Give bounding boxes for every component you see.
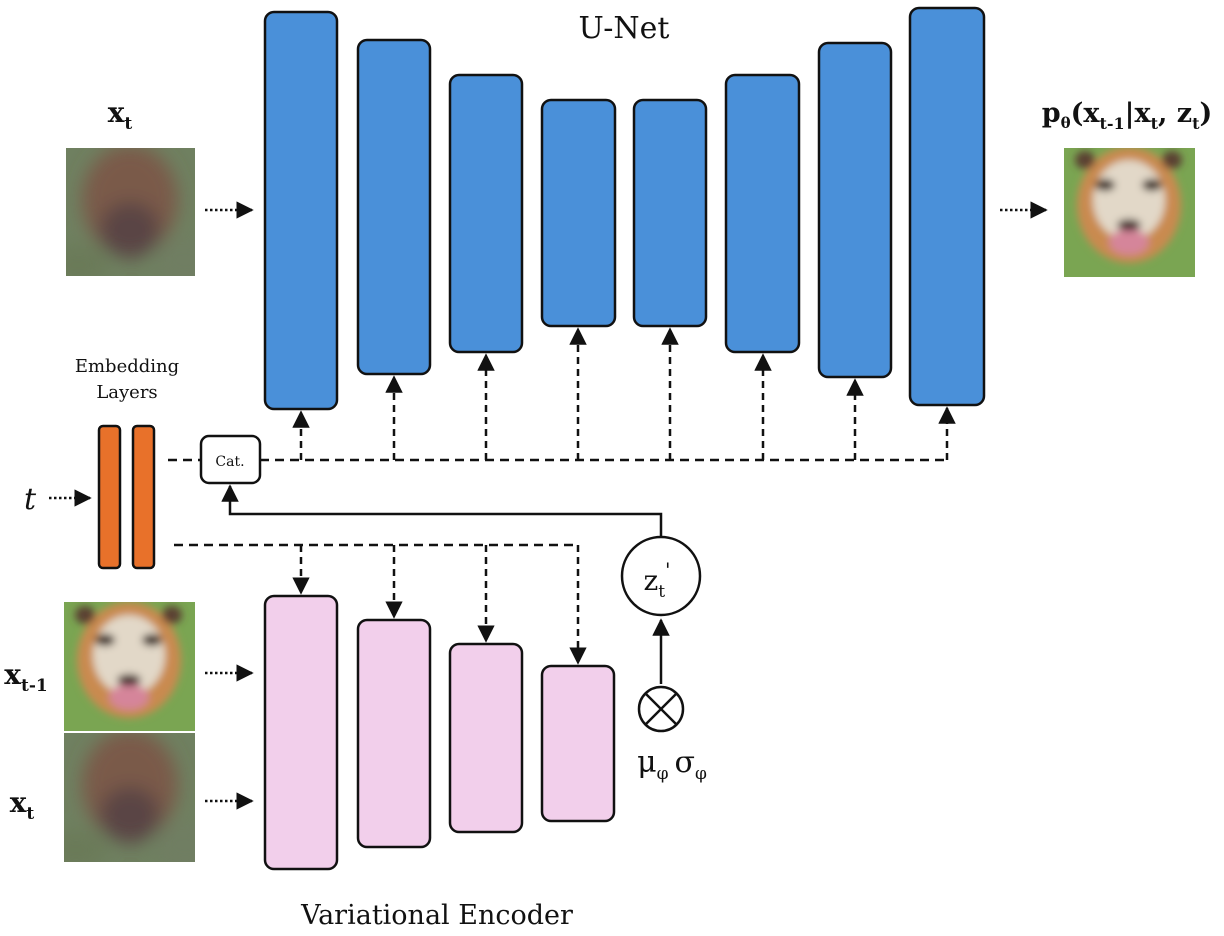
unet-block-6 — [724, 73, 801, 354]
mu-sigma-label: μφ σφ — [637, 745, 707, 784]
latent-z-label: zt' — [643, 558, 670, 602]
concat-label: Cat. — [215, 454, 244, 470]
unet-block-1 — [263, 10, 339, 411]
circled-times-icon — [637, 685, 685, 733]
timestep-t-label: t — [24, 482, 37, 517]
unet-block-3 — [448, 73, 524, 354]
input-xt-label: xt — [108, 96, 133, 134]
embedding-title-line2: Layers — [96, 382, 157, 403]
unet-block-4 — [540, 98, 617, 328]
encoder-title: Variational Encoder — [300, 900, 573, 931]
latent-to-cat-line — [221, 484, 663, 536]
latent-z-node — [620, 535, 702, 617]
input-xt-bottom-label: xt — [10, 786, 35, 824]
output-label: pθ(xt-1|xt, zt) — [1042, 98, 1213, 133]
unet-block-7 — [817, 41, 893, 379]
encoder-block-3 — [448, 642, 524, 834]
input-xt1-label: xt-1 — [4, 658, 47, 696]
blurred-tiger-image-encoder-input — [64, 733, 195, 862]
embedding-layer-2 — [131, 424, 156, 570]
tiger-image — [1064, 148, 1195, 277]
unet-block-2 — [356, 38, 432, 376]
tiger-image-encoder-input — [64, 602, 195, 731]
encoder-block-2 — [356, 618, 432, 849]
unet-block-5 — [632, 98, 708, 328]
embedding-layer-1 — [97, 424, 122, 570]
unet-title: U-Net — [579, 11, 670, 46]
encoder-block-4 — [540, 664, 616, 823]
embedding-title-line1: Embedding — [75, 356, 179, 377]
blurred-tiger-image — [66, 148, 195, 276]
encoder-block-1 — [263, 594, 339, 871]
unet-block-8 — [908, 6, 986, 407]
